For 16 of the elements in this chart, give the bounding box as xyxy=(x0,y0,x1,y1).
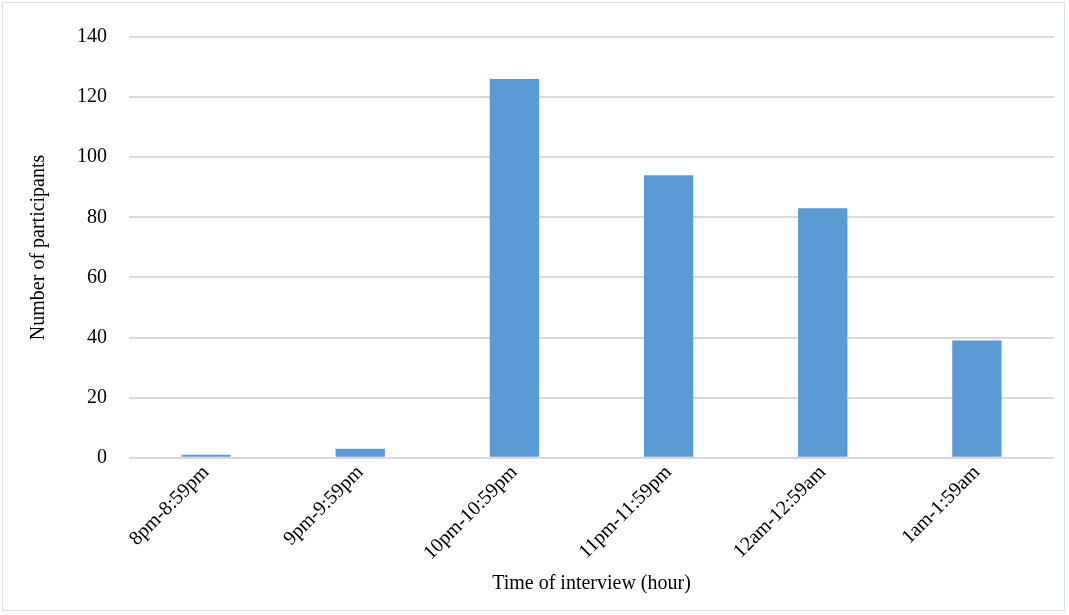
y-tick-label: 120 xyxy=(77,84,107,107)
bar xyxy=(489,79,540,457)
y-tick-label: 20 xyxy=(87,384,107,407)
y-tick-label: 40 xyxy=(87,324,107,347)
y-tick-label: 80 xyxy=(87,204,107,227)
bar xyxy=(643,175,694,457)
y-tick-label: 100 xyxy=(77,144,107,167)
x-axis-title: Time of interview (hour) xyxy=(492,571,691,595)
bar xyxy=(952,340,1002,457)
y-tick-label: 140 xyxy=(77,24,107,47)
bar xyxy=(335,448,385,457)
y-tick-label: 60 xyxy=(87,264,107,287)
y-axis-title: Number of participants xyxy=(26,154,50,341)
bar xyxy=(798,208,848,457)
y-tick-label: 0 xyxy=(97,445,107,468)
bar xyxy=(181,454,231,457)
